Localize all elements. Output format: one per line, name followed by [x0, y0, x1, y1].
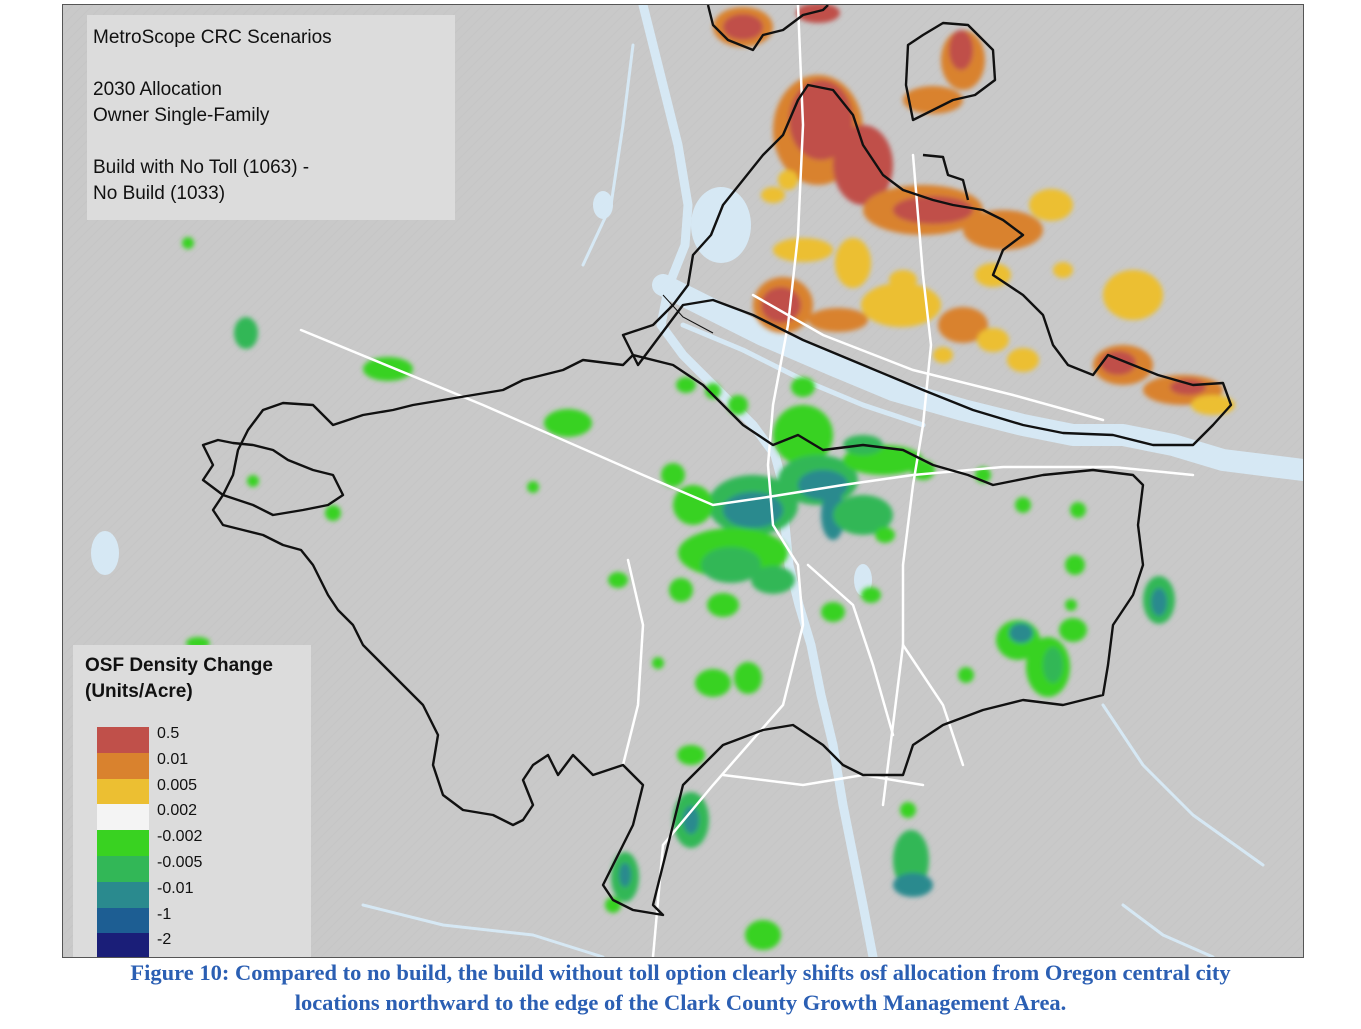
- creek-4: [1121, 903, 1215, 957]
- title-year-allocation: 2030 Allocation: [93, 79, 222, 100]
- map-title-box: MetroScope CRC Scenarios 2030 Allocation…: [87, 15, 455, 220]
- legend-swatch: [97, 752, 149, 779]
- legend-swatch: [97, 830, 149, 856]
- gma-east-notch: [922, 153, 970, 201]
- legend-swatch: [97, 907, 149, 934]
- willamette-river: [638, 5, 878, 957]
- legend-swatch: [97, 855, 149, 882]
- legend-label: 0.5: [157, 725, 180, 742]
- county-line: [662, 294, 714, 334]
- creek-2: [1101, 703, 1265, 867]
- road-i205: [881, 153, 933, 807]
- ugb-western-lobe: [201, 438, 345, 517]
- map-frame[interactable]: MetroScope CRC Scenarios 2030 Allocation…: [62, 4, 1304, 958]
- legend-label: -0.002: [157, 828, 203, 846]
- legend-swatch: [97, 804, 149, 831]
- density-change-layer: [182, 5, 1235, 950]
- columbia-river: [652, 274, 1303, 481]
- creek-1: [581, 43, 635, 267]
- legend-label: -1: [157, 905, 172, 923]
- road-hwy26: [299, 328, 770, 507]
- portland-ugb: [211, 353, 1145, 917]
- lake-small-2: [91, 531, 119, 575]
- legend-swatch: [97, 933, 149, 957]
- road-i205-south: [901, 643, 965, 767]
- title-comparison-build: Build with No Toll (1063) -: [93, 157, 310, 178]
- legend: OSF Density Change (Units/Acre) 0.5 0.01…: [73, 645, 311, 957]
- boundaries: [201, 5, 1233, 917]
- legend-label: 0.01: [157, 750, 189, 768]
- gma-north-lobe-2: [904, 21, 997, 122]
- gma-north-lobe-1: [706, 5, 829, 52]
- road-hwy-99e: [806, 563, 895, 737]
- legend-label: -0.01: [157, 879, 194, 897]
- legend-label: -2: [157, 931, 172, 949]
- decrease-areas: [182, 237, 1175, 950]
- vancouver-lake: [691, 187, 751, 263]
- rivers: [361, 5, 1303, 957]
- legend-swatch: [97, 881, 149, 908]
- lake-small-1: [593, 191, 613, 219]
- legend-swatch: [97, 727, 149, 753]
- legend-label: 0.002: [157, 802, 198, 820]
- road-sr14: [751, 293, 1105, 422]
- caption-line-2: locations northward to the edge of the C…: [294, 990, 1067, 1015]
- road-i5: [651, 5, 805, 957]
- legend-swatches: [97, 727, 149, 957]
- figure-caption: Figure 10: Compared to no build, the bui…: [0, 958, 1361, 1018]
- legend-label: -0.005: [157, 853, 203, 871]
- creek-3: [361, 903, 605, 957]
- title-scenario-name: MetroScope CRC Scenarios: [93, 27, 332, 48]
- legend-label: 0.005: [157, 776, 198, 794]
- road-hwy-212: [721, 773, 925, 787]
- road-217: [621, 558, 645, 767]
- legend-title: OSF Density Change: [85, 655, 273, 676]
- legend-swatch: [97, 778, 149, 805]
- caption-line-1: Figure 10: Compared to no build, the bui…: [130, 960, 1231, 985]
- legend-labels: 0.5 0.01 0.005 0.002 -0.002 -0.005 -0.01…: [157, 721, 202, 953]
- lakes: [91, 187, 872, 596]
- clark-county-gma: [621, 83, 1233, 447]
- legend-units: (Units/Acre): [85, 681, 193, 702]
- title-housing-type: Owner Single-Family: [93, 105, 270, 126]
- title-comparison-nobuild: No Build (1033): [93, 183, 226, 204]
